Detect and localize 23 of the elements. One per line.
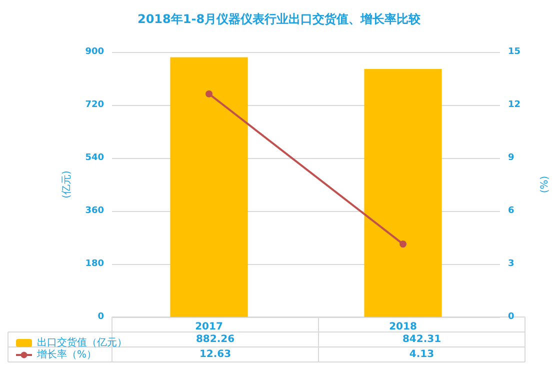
y-tick-label: 540: [85, 153, 104, 163]
y2-axis-title: (%): [540, 176, 550, 194]
y2-tick-label: 0: [508, 312, 514, 322]
y2-tick-label: 9: [508, 153, 514, 163]
y2-tick-label: 12: [508, 100, 521, 110]
y-tick-label: 0: [98, 312, 104, 322]
y2-tick-label: 6: [508, 206, 514, 216]
y2-tick-label: 15: [508, 47, 521, 57]
y-tick-label: 360: [85, 206, 104, 216]
x-tick-label: 2018: [389, 322, 417, 332]
chart-title: 2018年1-8月仪器仪表行业出口交货值、增长率比较: [137, 12, 422, 26]
y-axis-title: (亿元): [62, 170, 72, 198]
data-label: 842.31: [402, 334, 442, 345]
data-label: 12.63: [199, 349, 232, 360]
x-tick-label: 2017: [195, 322, 223, 332]
y-tick-label: 720: [85, 100, 104, 110]
data-label: 4.13: [409, 349, 434, 360]
y2-tick-label: 3: [508, 259, 514, 269]
legend-label: 出口交货值（亿元）: [37, 336, 127, 348]
legend-label: 增长率（%）: [36, 348, 97, 360]
y-tick-label: 180: [85, 259, 104, 269]
y-tick-label: 900: [85, 47, 104, 57]
data-label: 882.26: [196, 334, 235, 345]
